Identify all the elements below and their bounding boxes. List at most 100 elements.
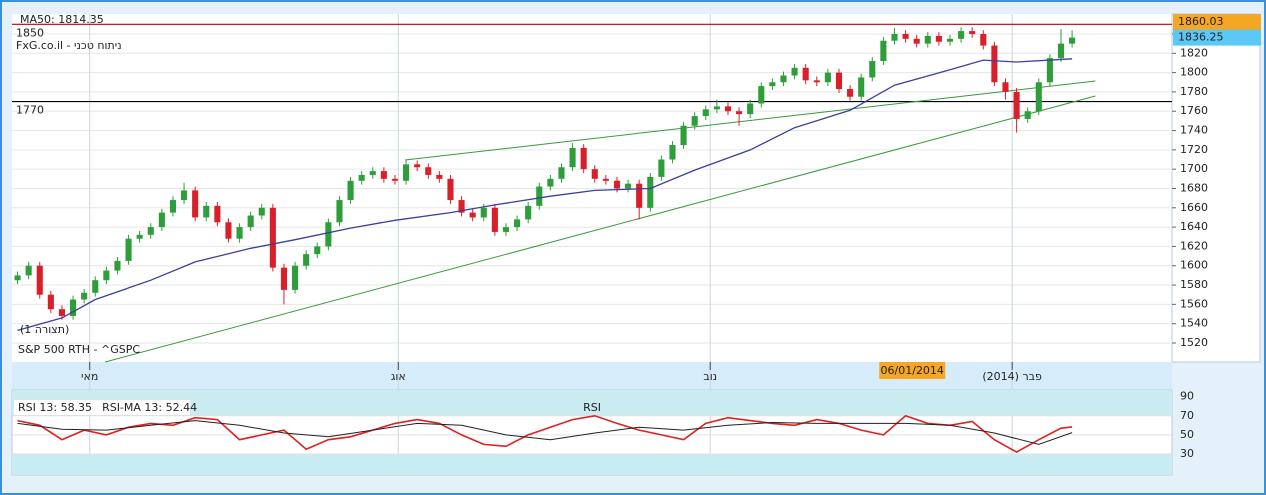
- candle-body: [436, 174, 443, 179]
- cursor-date-box: [879, 362, 946, 379]
- candle-body: [269, 207, 276, 268]
- candle-body: [602, 178, 609, 181]
- candle-body: [147, 227, 154, 235]
- candle-body: [336, 200, 343, 223]
- candle-body: [347, 180, 354, 201]
- candle-body: [491, 207, 498, 232]
- pattern-label: (תצורה 1): [20, 323, 69, 336]
- y-tick-label: 1700: [1180, 162, 1208, 175]
- y-tick-label: 1560: [1180, 297, 1208, 310]
- candle-body: [403, 164, 410, 181]
- candle-body: [691, 116, 698, 126]
- candle-body: [469, 212, 476, 218]
- candle-body: [391, 178, 399, 181]
- price-label: 1836.25: [1178, 31, 1224, 44]
- trendline: [404, 80, 1096, 161]
- level-label: 1770: [16, 104, 44, 117]
- candle-body: [835, 72, 843, 90]
- candle-body: [980, 33, 987, 46]
- y-tick-label: 1660: [1180, 201, 1208, 214]
- candle-body: [869, 61, 876, 78]
- candle-body: [414, 164, 421, 168]
- candle-body: [192, 190, 199, 218]
- legend-entry: MA50: 1814.35: [20, 13, 104, 26]
- symbol-label: S&P 500 RTH - ^GSPC: [18, 343, 140, 356]
- candle-body: [14, 275, 21, 281]
- x-axis-strip: [12, 362, 1172, 390]
- candle-body: [314, 246, 321, 255]
- watermark: FxG.co.il - ניתוח טכני: [16, 39, 122, 52]
- y-tick-label: 1680: [1180, 181, 1208, 194]
- y-tick-label: 1620: [1180, 239, 1208, 252]
- candle-body: [514, 219, 521, 228]
- legend-entry: RSI-MA 13: 52.44: [102, 401, 197, 414]
- candle-body: [847, 89, 854, 97]
- x-tick-label: מאי: [81, 370, 98, 383]
- candle-body: [946, 38, 954, 42]
- candle-body: [480, 207, 487, 218]
- y-tick-label: 1600: [1180, 259, 1208, 272]
- candle-body: [991, 45, 998, 83]
- candle-body: [525, 205, 532, 220]
- rsi-line: [17, 414, 1073, 454]
- price-label-box: [1173, 29, 1261, 46]
- candle-body: [125, 238, 132, 261]
- candle-body: [724, 106, 732, 112]
- candle-body: [702, 109, 709, 117]
- candle-body: [1069, 37, 1076, 44]
- candle-body: [81, 292, 88, 300]
- candle-body: [92, 280, 99, 293]
- candle-body: [181, 190, 188, 201]
- y-tick-label: 1640: [1180, 220, 1208, 233]
- candle-body: [203, 205, 210, 218]
- candle-body: [502, 227, 510, 232]
- y-tick-label: 90: [1180, 390, 1194, 403]
- x-tick-label: (2014) פבר: [982, 370, 1042, 383]
- candle-body: [303, 254, 310, 266]
- candle-body: [47, 294, 54, 310]
- y-tick-label: 1780: [1180, 85, 1208, 98]
- candle-body: [613, 180, 621, 189]
- candle-body: [169, 200, 177, 213]
- candle-body: [358, 174, 365, 181]
- candle-body: [325, 222, 332, 247]
- candle-body: [858, 77, 865, 97]
- candle-body: [36, 265, 43, 295]
- candle-body: [924, 35, 931, 44]
- candle-body: [647, 176, 654, 208]
- candle-body: [1035, 82, 1042, 112]
- moving-average: [17, 58, 1073, 332]
- y-tick-label: 1520: [1180, 336, 1208, 349]
- y-tick-label: 1740: [1180, 124, 1208, 137]
- candle-body: [958, 31, 965, 39]
- oversold-band: [12, 453, 1172, 475]
- candle-body: [214, 205, 221, 223]
- x-tick-label: נוב: [703, 370, 717, 383]
- candle-body: [658, 159, 665, 177]
- y-tick-label: 1540: [1180, 317, 1208, 330]
- candle-body: [1046, 58, 1053, 83]
- candle-body: [158, 212, 165, 228]
- candle-body: [736, 111, 743, 115]
- candle-body: [292, 265, 299, 290]
- candle-body: [70, 299, 77, 316]
- candle-body: [824, 72, 831, 83]
- candle-body: [880, 40, 887, 62]
- y-tick-label: 1800: [1180, 66, 1208, 79]
- candle-body: [769, 82, 776, 87]
- candle-body: [713, 106, 720, 110]
- candle-body: [680, 125, 687, 146]
- candle-body: [225, 222, 232, 239]
- x-tick-label: אוג: [391, 370, 406, 383]
- overbought-band: [12, 390, 1172, 416]
- legend-box: [14, 400, 190, 415]
- candle-body: [913, 38, 920, 44]
- legend-entry: RSI 13: 58.35: [18, 401, 92, 414]
- candle-body: [247, 215, 254, 228]
- candle-body: [236, 227, 243, 239]
- candle-body: [802, 67, 809, 81]
- rsi-line: [17, 420, 1073, 445]
- y-tick-label: 1580: [1180, 278, 1208, 291]
- candle-body: [780, 75, 787, 83]
